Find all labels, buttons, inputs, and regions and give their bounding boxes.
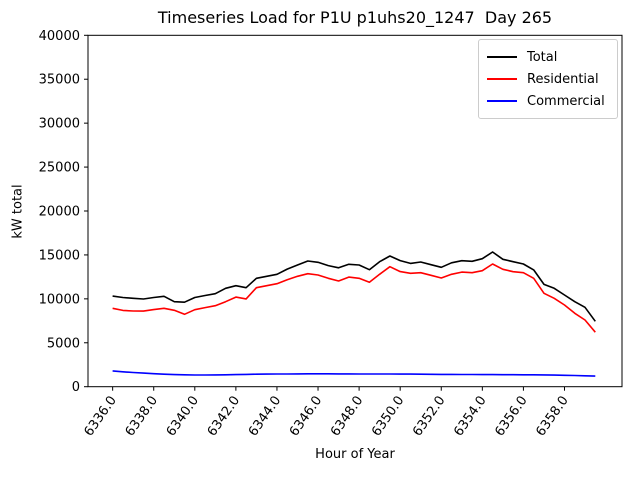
legend-entry-total: Total (487, 46, 609, 68)
x-tick-label: 6356.0 (492, 393, 530, 439)
x-tick-label: 6348.0 (328, 393, 366, 439)
legend: Total Residential Commercial (478, 39, 618, 119)
x-tick-label: 6354.0 (451, 393, 489, 439)
x-tick-label: 6340.0 (164, 393, 202, 439)
x-axis-label: Hour of Year (315, 447, 395, 462)
x-tick-label: 6358.0 (533, 393, 571, 439)
y-tick-label: 20000 (39, 205, 80, 220)
residential-line-swatch (487, 78, 517, 80)
series-line-commercial (112, 370, 596, 377)
legend-label-total: Total (527, 49, 558, 65)
x-tick-label: 6344.0 (246, 393, 284, 439)
y-tick-label: 30000 (39, 117, 80, 132)
legend-label-commercial: Commercial (527, 93, 605, 109)
y-tick-label: 0 (72, 380, 80, 395)
x-tick-label: 6350.0 (369, 393, 407, 439)
legend-label-residential: Residential (527, 71, 599, 87)
x-tick-label: 6338.0 (123, 393, 161, 439)
y-tick-label: 15000 (39, 248, 80, 263)
y-tick-label: 5000 (47, 336, 80, 351)
y-tick-label: 25000 (39, 161, 80, 176)
series-line-residential (112, 263, 596, 333)
y-tick-label: 40000 (39, 29, 80, 44)
total-line-swatch (487, 56, 517, 58)
x-tick-label: 6346.0 (287, 393, 325, 439)
x-tick-label: 6352.0 (410, 393, 448, 439)
x-tick-label: 6336.0 (82, 393, 120, 439)
chart-title: Timeseries Load for P1U p1uhs20_1247 Day… (157, 8, 553, 27)
commercial-line-swatch (487, 100, 517, 102)
y-tick-label: 10000 (39, 292, 80, 307)
y-axis-label: kW total (10, 184, 26, 239)
legend-entry-residential: Residential (487, 68, 609, 90)
legend-entry-commercial: Commercial (487, 90, 609, 112)
series-line-total (112, 251, 596, 322)
x-tick-label: 6342.0 (205, 393, 243, 439)
y-tick-label: 35000 (39, 73, 80, 88)
